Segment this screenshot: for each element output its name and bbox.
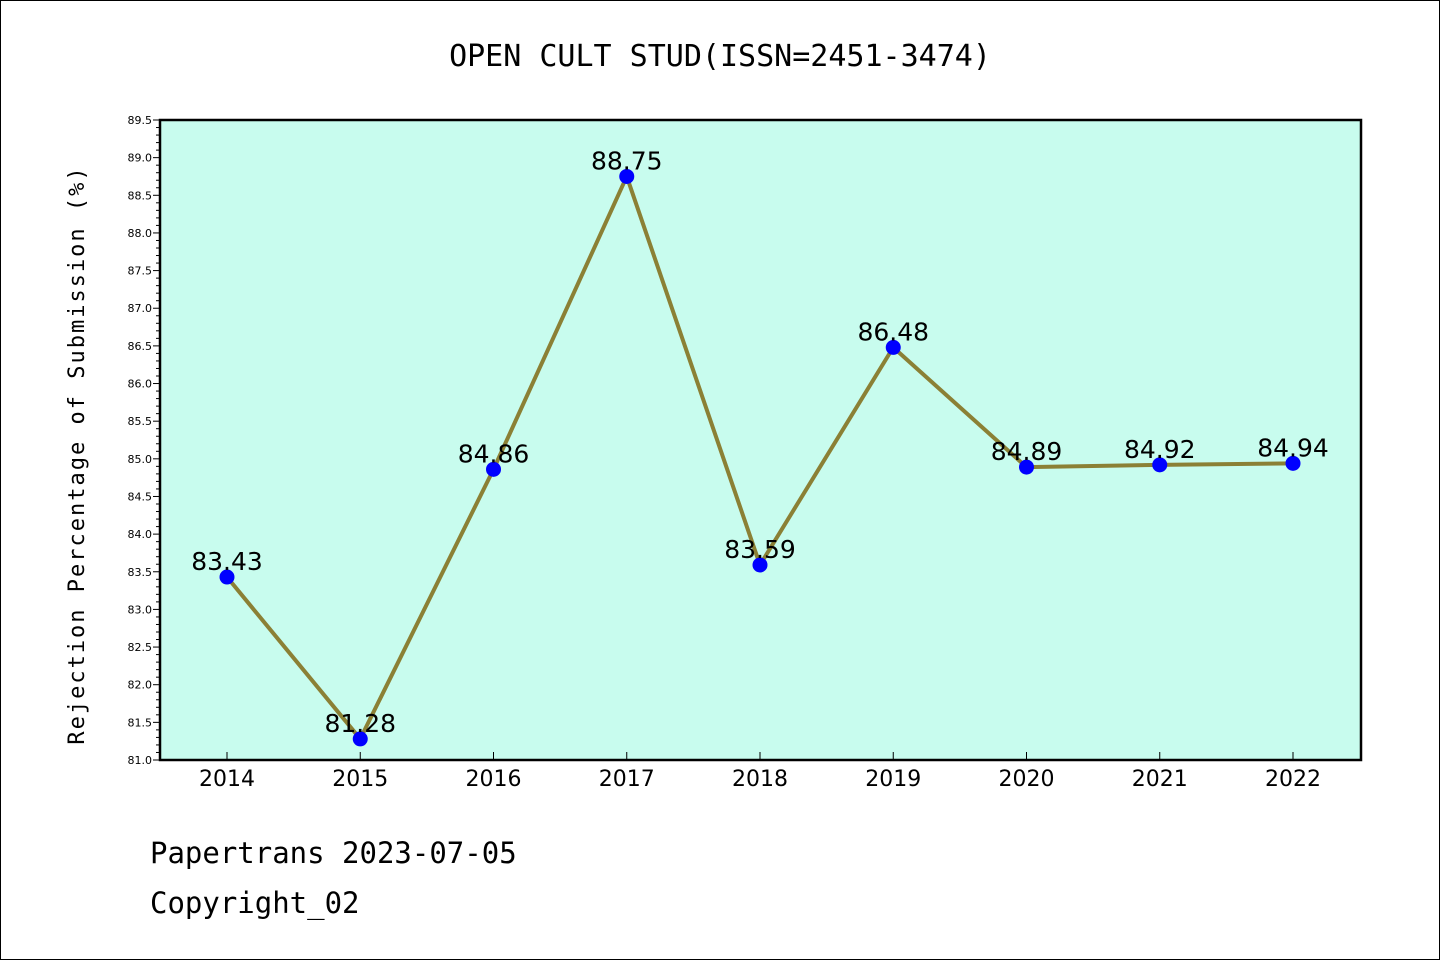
data-point <box>1019 459 1034 475</box>
plot-border <box>158 118 1363 762</box>
x-tick-label: 2017 <box>599 767 655 792</box>
data-label: 83.59 <box>724 535 796 564</box>
data-label: 81.28 <box>324 709 396 738</box>
data-point <box>1285 455 1301 471</box>
data-point <box>352 731 368 747</box>
y-tick-label: 87.0 <box>128 302 153 315</box>
x-tick-label: 2014 <box>199 767 255 792</box>
x-axis-ticks: 2014 2015 2016 2017 2018 2019 2020 2021 2022 <box>199 752 1321 792</box>
data-point <box>885 339 901 355</box>
y-tick-label: 87.5 <box>128 265 153 278</box>
data-point <box>752 557 768 573</box>
data-point <box>219 569 235 585</box>
x-tick-label: 2021 <box>1132 767 1188 792</box>
x-tick-label: 2022 <box>1265 767 1321 792</box>
y-tick-label: 89.0 <box>128 152 153 165</box>
y-tick-label: 88.5 <box>128 189 153 202</box>
data-label: 86.48 <box>857 317 929 346</box>
x-tick-label: 2016 <box>466 767 522 792</box>
y-tick-label: 85.0 <box>128 453 153 466</box>
data-label: 88.75 <box>591 146 663 175</box>
x-tick-label: 2019 <box>865 767 921 792</box>
data-label: 84.92 <box>1124 435 1196 464</box>
data-labels: 83.43 81.28 84.86 88.75 83.59 86.48 84.89 84.92… <box>191 146 1329 737</box>
y-axis-label: Rejection Percentage of Submission (%) <box>65 165 90 744</box>
x-tick-label: 2015 <box>332 767 388 792</box>
data-label: 83.43 <box>191 547 263 576</box>
y-tick-label: 83.0 <box>128 603 153 616</box>
data-label: 84.86 <box>458 439 530 468</box>
footer-copyright-text: Copyright_02 <box>150 886 360 920</box>
data-point <box>619 168 635 184</box>
y-tick-label: 81.5 <box>128 716 153 729</box>
y-tick-label: 82.0 <box>128 679 153 692</box>
y-axis-ticks: 81.0 81.5 82.0 82.5 83.0 83.5 84.0 84.5 85.0 85.5… <box>128 114 160 767</box>
y-tick-label: 89.5 <box>128 114 153 127</box>
y-tick-label: 86.5 <box>128 340 153 353</box>
y-tick-label: 84.0 <box>128 528 153 541</box>
data-label: 84.94 <box>1257 433 1329 462</box>
chart-title: OPEN CULT STUD(ISSN=2451-3474) <box>449 39 991 74</box>
data-point <box>1152 457 1168 473</box>
y-tick-label: 83.5 <box>128 566 153 579</box>
y-tick-label: 88.0 <box>128 227 153 240</box>
x-tick-label: 2020 <box>999 767 1055 792</box>
plot-area <box>160 120 1361 760</box>
data-label: 84.89 <box>991 437 1063 466</box>
y-tick-label: 85.5 <box>128 415 153 428</box>
x-tick-label: 2018 <box>732 767 788 792</box>
footer-date-text: Papertrans 2023-07-05 <box>150 836 517 870</box>
y-tick-label: 86.0 <box>128 378 153 391</box>
series-layer <box>219 168 1301 747</box>
data-point <box>486 461 501 477</box>
y-tick-label: 81.0 <box>128 754 153 767</box>
y-tick-label: 84.5 <box>128 490 153 503</box>
y-tick-label: 82.5 <box>128 641 153 654</box>
